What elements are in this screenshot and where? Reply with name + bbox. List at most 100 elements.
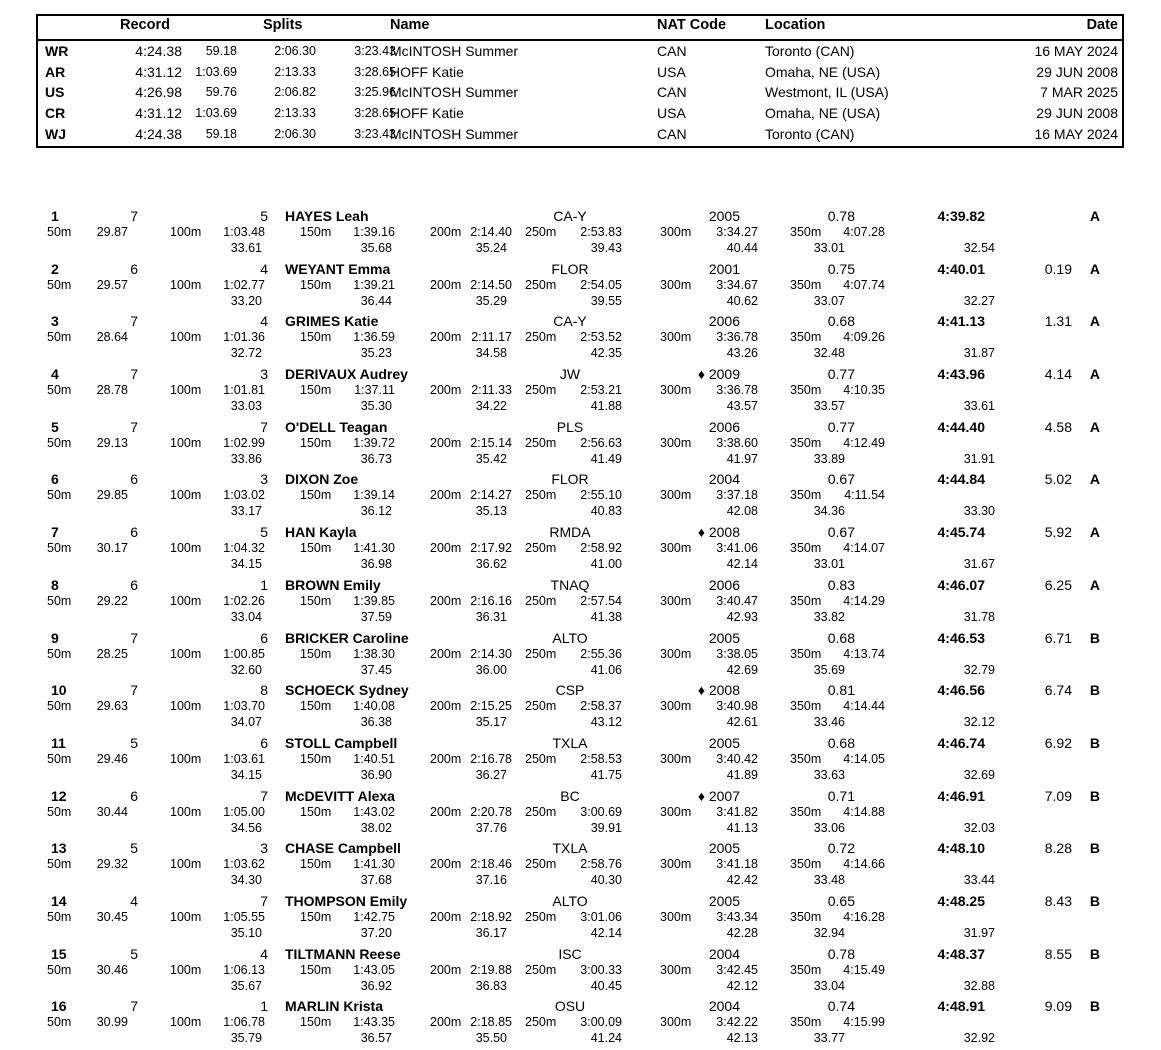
result-club-code: TXLA bbox=[552, 840, 588, 857]
split-label-150m: 150m bbox=[300, 435, 332, 450]
result-rank: 9 bbox=[51, 629, 59, 646]
record-split-2: 2:06.30 bbox=[274, 44, 316, 58]
lap-time-400m: 32.54 bbox=[963, 241, 995, 255]
result-rank: 12 bbox=[51, 787, 67, 804]
split-time-100m: 1:02.77 bbox=[223, 277, 265, 292]
lap-time-300m: 42.12 bbox=[726, 978, 758, 993]
lap-time-350m: 33.46 bbox=[813, 715, 845, 730]
result-lane: 1 bbox=[260, 998, 268, 1015]
split-label-100m: 100m bbox=[170, 857, 202, 872]
lap-time-300m: 41.13 bbox=[726, 820, 758, 835]
record-time: 4:24.38 bbox=[135, 125, 182, 142]
split-time-250m: 2:58.92 bbox=[580, 541, 622, 556]
record-row: CR 4:31.12 1:03.69 2:13.33 3:28.65 HOFF … bbox=[0, 103, 1161, 124]
lap-time-200m: 37.16 bbox=[475, 873, 507, 888]
split-time-250m: 2:56.63 bbox=[580, 435, 622, 450]
split-time-150m: 1:41.30 bbox=[353, 541, 395, 556]
lap-time-400m: 31.78 bbox=[963, 609, 995, 624]
result-gap-to-first: 1.31 bbox=[1044, 313, 1072, 330]
lap-time-300m: 42.08 bbox=[726, 504, 758, 519]
split-label-300m: 300m bbox=[660, 488, 692, 503]
split-time-200m: 2:16.78 bbox=[470, 751, 512, 766]
result-final-time: 4:44.84 bbox=[937, 471, 985, 488]
result-final-time: 4:46.56 bbox=[937, 682, 985, 699]
result-reaction-time: 0.67 bbox=[827, 471, 855, 488]
record-split-1: 1:03.69 bbox=[195, 64, 237, 79]
result-heat: 6 bbox=[130, 787, 138, 804]
lap-time-250m: 42.14 bbox=[590, 925, 622, 940]
result-heat: 6 bbox=[130, 576, 138, 593]
split-label-100m: 100m bbox=[170, 593, 202, 608]
split-label-50m: 50m bbox=[47, 277, 72, 292]
result-lane: 7 bbox=[260, 418, 268, 435]
record-date: 16 MAY 2024 bbox=[1034, 43, 1118, 59]
result-swimmer-name: GRIMES Katie bbox=[285, 313, 379, 330]
result-birth-year: ♦ 2008 bbox=[697, 682, 740, 699]
split-time-200m: 2:11.33 bbox=[471, 383, 512, 398]
lap-time-350m: 33.77 bbox=[813, 1031, 845, 1046]
split-label-150m: 150m bbox=[300, 804, 332, 819]
lap-time-150m: 35.23 bbox=[360, 346, 392, 361]
split-time-300m: 3:37.18 bbox=[716, 488, 758, 503]
result-reaction-time: 0.78 bbox=[827, 208, 855, 224]
split-time-250m: 3:00.69 bbox=[580, 804, 622, 819]
split-time-100m: 1:03.48 bbox=[223, 225, 265, 239]
lap-time-350m: 33.07 bbox=[813, 293, 845, 308]
result-lane: 5 bbox=[260, 208, 268, 224]
record-nat-code: CAN bbox=[657, 125, 687, 142]
split-time-100m: 1:05.55 bbox=[223, 909, 265, 924]
split-label-250m: 250m bbox=[525, 383, 557, 398]
result-birth-year: 2004 bbox=[708, 945, 740, 962]
split-time-350m: 4:10.35 bbox=[843, 383, 885, 398]
result-club-code: ALTO bbox=[552, 892, 588, 909]
lap-time-350m: 33.01 bbox=[813, 241, 845, 255]
split-time-50m: 30.17 bbox=[96, 541, 128, 556]
split-time-250m: 3:00.09 bbox=[580, 1015, 622, 1030]
result-reaction-time: 0.72 bbox=[827, 840, 855, 857]
split-time-50m: 28.78 bbox=[96, 383, 128, 398]
split-label-300m: 300m bbox=[660, 909, 692, 924]
lap-time-300m: 42.42 bbox=[726, 873, 758, 888]
result-final-grade: B bbox=[1089, 840, 1100, 857]
lap-time-300m: 41.89 bbox=[726, 767, 758, 782]
lap-time-400m: 33.44 bbox=[963, 873, 995, 888]
split-label-350m: 350m bbox=[790, 1015, 822, 1030]
record-code: CR bbox=[45, 105, 66, 122]
result-club-code: CSP bbox=[555, 682, 585, 699]
result-swimmer-name: MARLIN Krista bbox=[285, 998, 384, 1015]
records-header-location: Location bbox=[765, 17, 826, 33]
lap-time-100m: 35.67 bbox=[230, 978, 262, 993]
split-time-100m: 1:03.62 bbox=[223, 857, 265, 872]
split-time-300m: 3:40.42 bbox=[716, 751, 758, 766]
split-time-200m: 2:14.40 bbox=[470, 225, 512, 239]
split-time-150m: 1:43.02 bbox=[353, 804, 395, 819]
split-label-350m: 350m bbox=[790, 646, 822, 661]
split-label-250m: 250m bbox=[525, 909, 557, 924]
result-club-code: ALTO bbox=[552, 629, 588, 646]
result-row: 7 6 5 HAN Kayla RMDA ♦ 2008 0.67 4:45.74… bbox=[0, 519, 1161, 572]
lap-time-100m: 33.03 bbox=[230, 399, 262, 414]
record-split-2: 2:13.33 bbox=[274, 106, 316, 121]
split-label-250m: 250m bbox=[525, 277, 557, 292]
result-final-time: 4:41.13 bbox=[937, 313, 985, 330]
record-split-3: 3:28.65 bbox=[354, 106, 396, 121]
split-label-350m: 350m bbox=[790, 330, 822, 345]
lap-time-200m: 35.13 bbox=[475, 504, 507, 519]
result-final-time: 4:44.40 bbox=[937, 418, 985, 435]
result-club-code: BC bbox=[560, 787, 580, 804]
result-heat: 5 bbox=[130, 840, 138, 857]
lap-time-250m: 41.88 bbox=[590, 399, 622, 414]
record-holder-name: HOFF Katie bbox=[390, 63, 464, 80]
split-label-100m: 100m bbox=[170, 962, 202, 977]
split-label-100m: 100m bbox=[170, 909, 202, 924]
split-time-150m: 1:42.75 bbox=[353, 909, 395, 924]
split-time-350m: 4:15.49 bbox=[843, 962, 885, 977]
lap-time-200m: 36.31 bbox=[475, 609, 507, 624]
lap-time-350m: 34.36 bbox=[813, 504, 845, 519]
lap-time-150m: 35.68 bbox=[360, 241, 392, 255]
split-time-350m: 4:11.54 bbox=[844, 488, 885, 503]
result-row: 9 7 6 BRICKER Caroline ALTO 2005 0.68 4:… bbox=[0, 625, 1161, 678]
lap-time-400m: 32.92 bbox=[963, 1031, 995, 1046]
lap-time-200m: 34.58 bbox=[475, 346, 507, 361]
result-final-grade: B bbox=[1089, 734, 1100, 751]
